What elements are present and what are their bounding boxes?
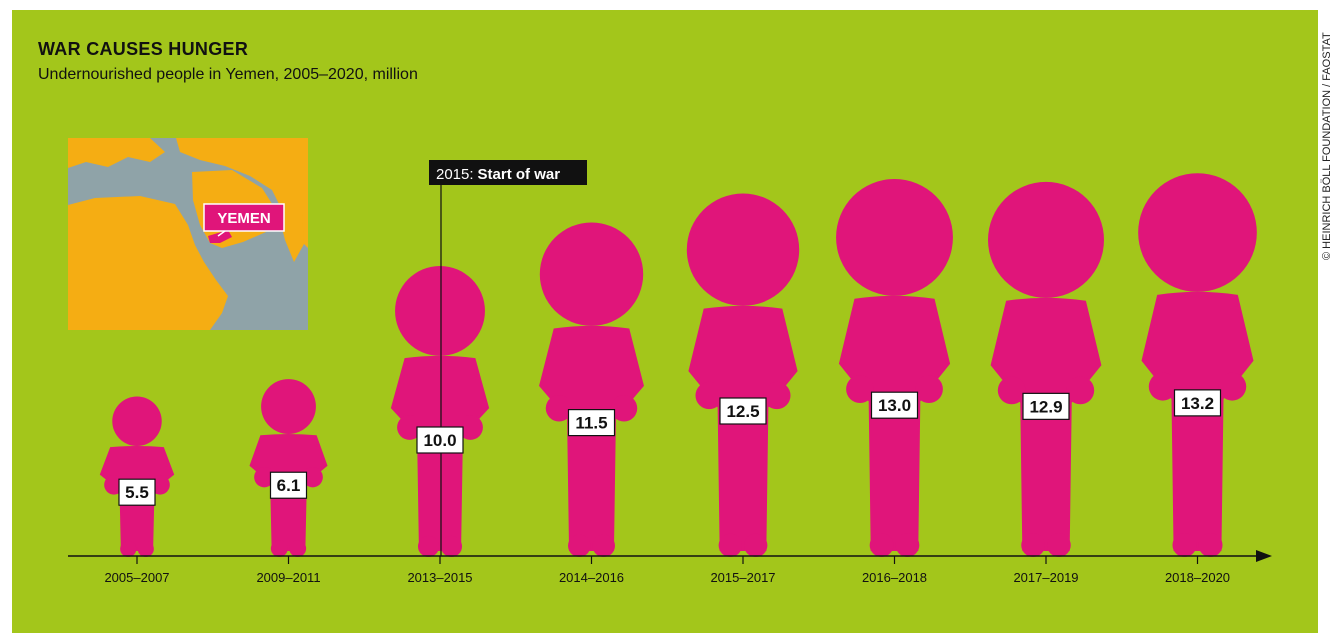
- figure-foot-left: [869, 533, 894, 558]
- figure-foot-left: [1172, 533, 1197, 557]
- map-land-africa: [68, 196, 228, 330]
- person-figure: [249, 379, 328, 558]
- person-figure: [836, 179, 953, 558]
- figure-head: [836, 179, 953, 296]
- figure-hand-right: [458, 414, 483, 440]
- war-start-annotation-text: Start of war: [478, 166, 561, 183]
- x-axis-arrow: [1256, 550, 1272, 562]
- value-label: 12.5: [726, 402, 759, 421]
- figure-body: [838, 295, 951, 551]
- figure-hand-left: [397, 414, 422, 440]
- x-axis-ticks: 2005–2007 2009–2011 2013–2015 2014–2016 2015…: [104, 556, 1230, 585]
- figure-head: [395, 266, 485, 356]
- figure-hand-right: [610, 395, 638, 422]
- person-figure: [390, 266, 490, 557]
- x-tick-label: 2018–2020: [1165, 570, 1230, 585]
- figure-body: [990, 297, 1102, 551]
- value-labels: 5.5 6.1 10.0 11.5 12.5 13.0 12.9 13.2: [118, 389, 1222, 506]
- x-tick-label: 2017–2019: [1013, 570, 1078, 585]
- x-tick-label: 2015–2017: [710, 570, 775, 585]
- figure-head: [112, 396, 162, 446]
- map-land-asia: [176, 138, 308, 248]
- person-figure: [539, 222, 644, 557]
- figure-head: [1138, 173, 1257, 292]
- figure-foot-left: [417, 535, 440, 557]
- value-label: 12.9: [1029, 397, 1062, 416]
- figure-hand-right: [763, 381, 791, 410]
- x-tick-label: 2013–2015: [407, 570, 472, 585]
- figure-head: [261, 379, 316, 434]
- figure-foot-left: [1021, 533, 1046, 557]
- x-axis: [68, 550, 1272, 562]
- value-label: 10.0: [423, 431, 456, 450]
- yemen-highlight: [208, 230, 232, 243]
- figure-hand-left: [997, 376, 1026, 405]
- war-start-annotation-box: [429, 160, 587, 185]
- figure-hand-left: [846, 375, 874, 404]
- x-tick-label: 2016–2018: [862, 570, 927, 585]
- figure-head: [988, 181, 1104, 298]
- person-figure: [686, 193, 800, 557]
- figure-hand-left: [1148, 372, 1177, 401]
- x-tick-label: 2014–2016: [559, 570, 624, 585]
- figure-body: [688, 305, 798, 551]
- value-label-box: [870, 391, 919, 419]
- map-label-box: [203, 203, 285, 232]
- figure-foot-right: [1198, 533, 1223, 557]
- figure-hand-right: [1066, 376, 1095, 405]
- figure-foot-right: [895, 533, 920, 558]
- figure-hand-right: [915, 375, 943, 404]
- person-figure: [99, 396, 175, 557]
- figure-foot-right: [592, 534, 615, 557]
- value-label: 11.5: [575, 414, 607, 433]
- figure-foot-left: [120, 540, 137, 557]
- figure-body: [1141, 291, 1254, 551]
- figure-foot-left: [568, 534, 591, 557]
- x-tick-label: 2005–2007: [104, 570, 169, 585]
- figure-hand-left: [695, 381, 723, 410]
- map-land-europe: [68, 138, 165, 168]
- figure-foot-right: [743, 533, 768, 557]
- chart-subtitle: Undernourished people in Yemen, 2005–202…: [38, 66, 418, 83]
- figure-hand-right: [1218, 372, 1247, 401]
- figure-foot-right: [1046, 533, 1071, 557]
- war-start-annotation-year: 2015:: [436, 166, 474, 183]
- figure-foot-right: [440, 535, 463, 557]
- value-label: 13.0: [878, 396, 911, 415]
- value-label: 6.1: [277, 476, 301, 495]
- figure-hand-left: [545, 395, 573, 422]
- value-label-box: [567, 409, 616, 437]
- value-label-box: [1022, 392, 1070, 420]
- value-label-box: [118, 478, 156, 506]
- figure-layer: [99, 173, 1257, 558]
- person-figure: [988, 181, 1104, 557]
- value-label: 13.2: [1181, 394, 1214, 413]
- value-label-box: [269, 471, 308, 499]
- figure-hand-right: [302, 467, 323, 488]
- war-start-annotation: 2015: Start of war: [436, 166, 560, 183]
- chart-title: WAR CAUSES HUNGER: [38, 39, 249, 59]
- value-label-box: [1173, 389, 1222, 417]
- figure-head: [686, 193, 800, 306]
- figure-foot-right: [137, 540, 154, 557]
- figure-foot-left: [718, 533, 743, 557]
- figure-head: [539, 222, 644, 326]
- figure-hand-left: [254, 467, 275, 488]
- map-label-yemen: YEMEN: [217, 210, 270, 227]
- x-tick-label: 2009–2011: [256, 570, 320, 585]
- figure-foot-right: [289, 540, 307, 558]
- person-figure: [1138, 173, 1257, 557]
- yemen-locator-map: YEMEN: [68, 138, 308, 330]
- figure-body: [539, 325, 644, 551]
- value-label: 5.5: [125, 483, 149, 502]
- value-label-box: [416, 426, 464, 454]
- value-label-box: [719, 397, 767, 425]
- figure-foot-left: [270, 540, 288, 558]
